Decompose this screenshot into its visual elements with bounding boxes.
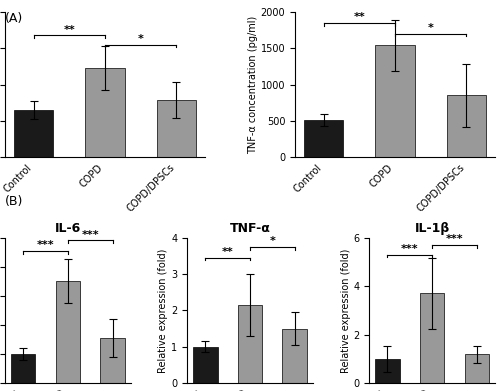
Bar [56,281,80,383]
Title: IL-6: IL-6 [54,222,81,235]
Y-axis label: Relative expression (fold): Relative expression (fold) [158,248,168,373]
Title: IL-1β: IL-1β [414,222,450,235]
Bar [10,354,35,383]
Bar [156,100,196,158]
Title: TNF-α: TNF-α [230,222,270,235]
Y-axis label: Relative expression (fold): Relative expression (fold) [340,248,350,373]
Text: *: * [138,34,143,44]
Bar [420,293,444,383]
Text: (B): (B) [5,196,24,208]
Bar [14,110,54,158]
Bar [282,328,307,383]
Bar [464,354,489,383]
Text: *: * [270,236,276,246]
Text: **: ** [354,12,365,22]
Text: **: ** [222,247,234,256]
Bar [446,95,486,158]
Y-axis label: TNF-α concentration (pg/ml): TNF-α concentration (pg/ml) [248,15,258,154]
Text: (A): (A) [5,12,23,25]
Bar [375,359,400,383]
Text: ***: *** [36,240,54,250]
Bar [193,347,218,383]
Text: ***: *** [446,234,464,244]
Text: ***: *** [401,244,418,254]
Bar [100,338,125,383]
Bar [376,45,414,158]
Text: *: * [428,23,434,33]
Text: **: ** [64,25,75,34]
Bar [304,120,344,158]
Bar [86,68,124,158]
Text: ***: *** [82,230,99,240]
Bar [238,305,262,383]
